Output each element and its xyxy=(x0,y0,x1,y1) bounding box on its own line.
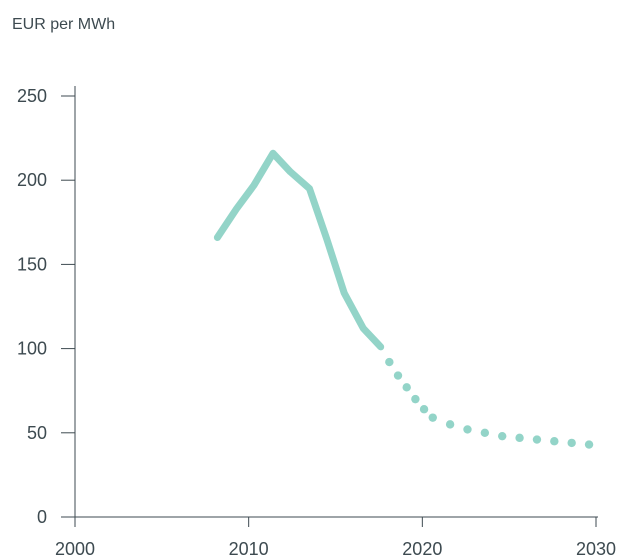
series-dot-projection xyxy=(393,371,403,380)
series-dot-projection xyxy=(411,394,420,404)
x-tick-label: 2020 xyxy=(402,539,442,559)
series-dot-projection xyxy=(584,440,594,449)
series-dot-projection xyxy=(550,437,559,446)
series-dot-projection xyxy=(445,420,455,429)
y-axis-unit-label: EUR per MWh xyxy=(12,16,115,33)
series-dot-projection xyxy=(480,428,490,437)
x-tick-label: 2010 xyxy=(229,539,269,559)
series-dot-projection xyxy=(385,357,394,367)
y-tick-label: 50 xyxy=(27,423,47,443)
y-tick-label: 250 xyxy=(17,86,47,106)
x-tick-label: 2030 xyxy=(576,539,616,559)
series-dot-projection xyxy=(515,433,524,443)
y-tick-label: 100 xyxy=(17,339,47,359)
y-tick-label: 150 xyxy=(17,254,47,274)
x-tick-label: 2000 xyxy=(55,539,95,559)
y-tick-label: 200 xyxy=(17,170,47,190)
series-line-solid xyxy=(213,149,385,351)
series-dot-projection xyxy=(428,413,437,422)
series-dot-projection xyxy=(498,431,507,441)
series-dot-projection xyxy=(463,425,472,434)
series-group xyxy=(213,149,594,449)
series-dot-projection xyxy=(567,438,576,448)
series-dot-projection xyxy=(402,383,411,392)
ticks: 0 50 100 150 200 250 2000 2010 2020 2030 xyxy=(17,86,616,559)
series-dot-projection xyxy=(419,405,429,414)
series-dot-projection xyxy=(532,435,542,444)
y-tick-label: 0 xyxy=(37,507,47,527)
axes xyxy=(74,86,598,518)
